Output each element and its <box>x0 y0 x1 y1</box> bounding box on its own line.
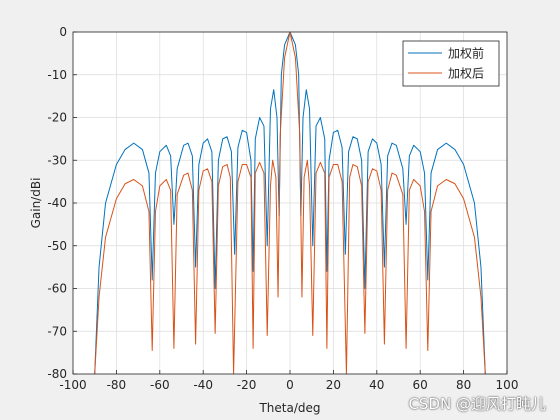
y-tick-label: -20 <box>47 111 67 125</box>
legend-box <box>402 40 500 87</box>
y-tick-label: -40 <box>47 196 67 210</box>
legend-label-0: 加权前 <box>448 46 484 61</box>
x-tick-label: -20 <box>237 378 257 392</box>
x-tick-label: 0 <box>286 378 294 392</box>
legend: 加权前 加权后 <box>402 40 500 87</box>
y-tick-label: -10 <box>47 68 67 82</box>
x-tick-label: 20 <box>326 378 341 392</box>
ticks: -100 -80 -60 -40 -20 0 20 40 60 80 1000-10-20-30-4… <box>47 25 518 392</box>
y-tick-label: -80 <box>47 367 67 381</box>
x-tick-label: 60 <box>413 378 428 392</box>
x-tick-label: -80 <box>107 378 127 392</box>
x-axis-label: Theta/deg <box>258 401 320 415</box>
watermark: CSDN @迎风打盹儿 <box>408 395 546 413</box>
y-axis-label: Gain/dBi <box>29 178 43 229</box>
x-tick-label: 40 <box>369 378 384 392</box>
y-tick-label: -30 <box>47 153 67 167</box>
x-tick-label: 80 <box>456 378 471 392</box>
y-tick-label: -50 <box>47 239 67 253</box>
x-tick-label: 100 <box>496 378 519 392</box>
x-tick-label: -100 <box>59 378 86 392</box>
legend-label-1: 加权后 <box>448 67 484 81</box>
x-tick-label: -40 <box>193 378 213 392</box>
x-tick-label: -60 <box>150 378 170 392</box>
y-tick-label: 0 <box>59 25 67 39</box>
y-tick-label: -60 <box>47 282 67 296</box>
y-tick-label: -70 <box>47 324 67 338</box>
